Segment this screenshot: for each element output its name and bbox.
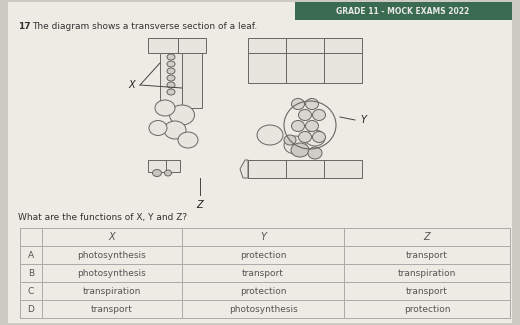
- Bar: [248, 53, 286, 83]
- Text: transport: transport: [242, 268, 284, 278]
- Text: D: D: [28, 305, 34, 314]
- Ellipse shape: [313, 110, 326, 121]
- Ellipse shape: [292, 98, 305, 110]
- Ellipse shape: [167, 68, 175, 74]
- Polygon shape: [240, 160, 248, 178]
- Ellipse shape: [306, 121, 318, 132]
- Text: photosynthesis: photosynthesis: [229, 305, 297, 314]
- Ellipse shape: [284, 135, 296, 145]
- Bar: [248, 160, 286, 178]
- Ellipse shape: [167, 54, 175, 60]
- Text: transpiration: transpiration: [398, 268, 456, 278]
- Text: transport: transport: [406, 251, 448, 259]
- Text: transpiration: transpiration: [83, 287, 141, 295]
- Text: Z: Z: [197, 200, 203, 210]
- Ellipse shape: [291, 143, 309, 157]
- Ellipse shape: [170, 105, 194, 125]
- Bar: [286, 160, 324, 178]
- Ellipse shape: [164, 121, 186, 139]
- Ellipse shape: [164, 170, 172, 176]
- Bar: [324, 53, 362, 83]
- Ellipse shape: [167, 75, 175, 81]
- Text: A: A: [28, 251, 34, 259]
- Bar: [324, 160, 362, 178]
- Ellipse shape: [305, 130, 325, 146]
- Ellipse shape: [284, 136, 306, 154]
- Bar: [248, 38, 286, 53]
- Ellipse shape: [155, 100, 175, 116]
- Bar: [178, 38, 206, 53]
- Bar: [324, 38, 362, 53]
- Bar: [166, 160, 180, 172]
- Text: What are the functions of X, Y and Z?: What are the functions of X, Y and Z?: [18, 213, 187, 222]
- Ellipse shape: [167, 89, 175, 95]
- Text: Z: Z: [424, 232, 431, 242]
- Ellipse shape: [292, 121, 305, 132]
- Text: photosynthesis: photosynthesis: [77, 251, 146, 259]
- Text: transport: transport: [91, 305, 133, 314]
- Text: The diagram shows a transverse section of a leaf.: The diagram shows a transverse section o…: [32, 22, 257, 31]
- Ellipse shape: [178, 132, 198, 148]
- Ellipse shape: [298, 110, 311, 121]
- Ellipse shape: [306, 98, 318, 110]
- Text: GRADE 11 - MOCK EXAMS 2022: GRADE 11 - MOCK EXAMS 2022: [336, 6, 470, 16]
- Text: transport: transport: [406, 287, 448, 295]
- Ellipse shape: [167, 82, 175, 88]
- Text: X: X: [128, 80, 135, 90]
- Ellipse shape: [149, 121, 167, 136]
- Bar: [286, 38, 324, 53]
- Text: protection: protection: [240, 251, 286, 259]
- Ellipse shape: [298, 132, 311, 142]
- Text: Y: Y: [360, 115, 366, 125]
- Text: 17: 17: [18, 22, 31, 31]
- Text: B: B: [28, 268, 34, 278]
- Ellipse shape: [308, 147, 322, 159]
- Text: C: C: [28, 287, 34, 295]
- Text: protection: protection: [240, 287, 286, 295]
- Text: X: X: [109, 232, 115, 242]
- Bar: [148, 160, 166, 172]
- Ellipse shape: [257, 125, 283, 145]
- Bar: [160, 53, 182, 108]
- Ellipse shape: [152, 170, 162, 176]
- Ellipse shape: [167, 61, 175, 67]
- Bar: [286, 53, 324, 83]
- Text: protection: protection: [404, 305, 450, 314]
- Bar: [148, 38, 178, 53]
- Bar: [182, 53, 202, 108]
- Text: photosynthesis: photosynthesis: [77, 268, 146, 278]
- Ellipse shape: [313, 132, 326, 142]
- Bar: [295, 2, 512, 20]
- Text: Y: Y: [260, 232, 266, 242]
